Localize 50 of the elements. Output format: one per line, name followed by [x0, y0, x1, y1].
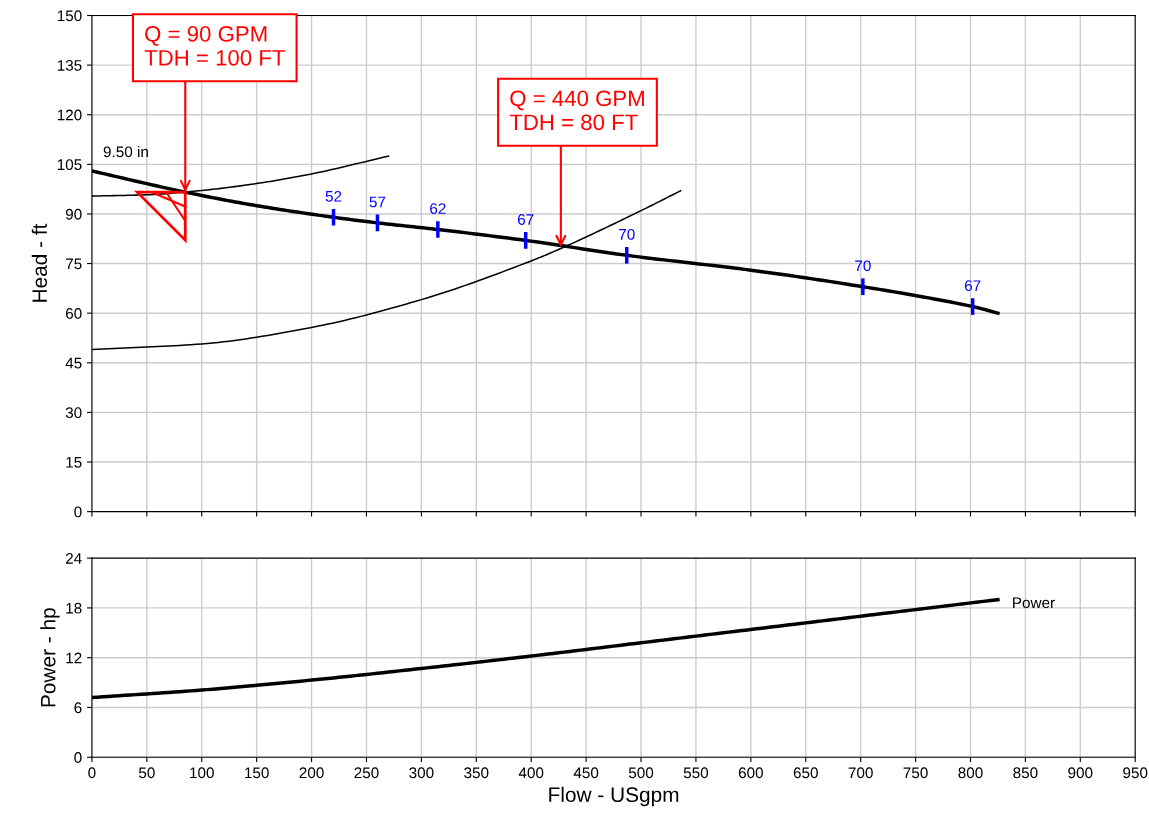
x-tick-label: 200: [299, 767, 324, 779]
x-tick-label: 900: [1068, 767, 1093, 779]
x-tick-label: 350: [464, 767, 489, 779]
y-tick-label: 45: [65, 357, 82, 369]
y-tick-label: 120: [57, 109, 82, 121]
y-tick-label: 60: [65, 308, 82, 319]
x-tick-label: 50: [138, 767, 155, 779]
y-tick-label: 75: [65, 258, 82, 270]
x-tick-label: 150: [245, 767, 269, 779]
y-tick-label: 150: [57, 10, 82, 22]
x-tick-label: 450: [573, 767, 599, 779]
annotation: 67: [517, 214, 534, 225]
x-tick-label: 700: [848, 767, 873, 779]
x-tick-label: 950: [1123, 767, 1148, 779]
y-tick-label: 30: [65, 407, 82, 419]
x-axis-title: Flow - USgpm: [549, 786, 679, 807]
annotation: 70: [619, 228, 635, 240]
y-axis-title: Head - ft: [31, 223, 48, 302]
y-tick-label: 18: [66, 602, 82, 614]
y-tick-label: 105: [57, 159, 82, 171]
y-tick-label: 0: [74, 752, 82, 763]
y-tick-label: 135: [57, 59, 82, 71]
x-tick-label: 650: [793, 767, 818, 779]
y-tick-label: 15: [66, 457, 82, 468]
x-tick-label: 400: [518, 767, 544, 779]
x-tick-label: 300: [409, 767, 434, 779]
y-tick-label: 12: [66, 652, 82, 664]
x-tick-label: 550: [683, 767, 709, 779]
x-tick-label: 800: [958, 767, 983, 779]
x-tick-label: 250: [354, 767, 379, 779]
annotation: Q = 90 GPM TDH = 100 FT: [144, 26, 285, 66]
y-tick-label: 0: [74, 506, 82, 518]
x-tick-label: 850: [1013, 767, 1038, 779]
y-tick-label: 24: [65, 553, 82, 564]
y-axis-title: Power - hp: [40, 608, 60, 707]
annotation: 52: [325, 190, 342, 202]
x-tick-label: 600: [738, 767, 763, 779]
x-tick-label: 0: [88, 767, 96, 779]
x-tick-label: 500: [628, 767, 654, 779]
annotation: 57: [369, 196, 386, 208]
annotation: 67: [964, 280, 981, 292]
y-tick-label: 6: [74, 702, 82, 714]
annotation: 70: [855, 260, 871, 272]
series-label: 9.50 in: [103, 146, 148, 158]
annotation: 62: [430, 203, 446, 214]
x-tick-label: 100: [190, 767, 214, 779]
annotation: Q = 440 GPM TDH = 80 FT: [509, 90, 644, 131]
series-label: Power: [1013, 597, 1055, 609]
x-tick-label: 750: [903, 767, 928, 779]
y-tick-label: 90: [65, 208, 82, 220]
